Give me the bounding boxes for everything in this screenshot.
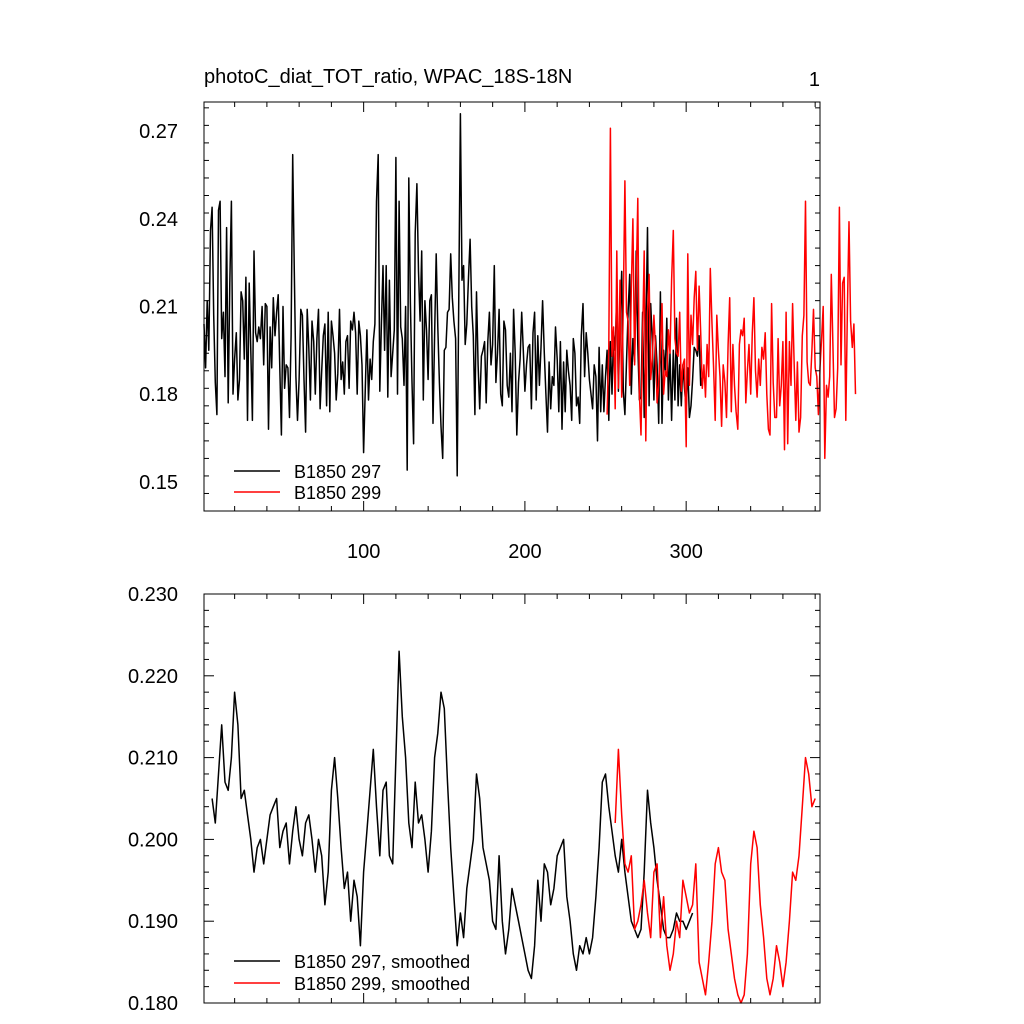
bottom-y-tick-label: 0.230	[128, 584, 178, 606]
bottom-y-tick-label: 0.220	[128, 666, 178, 688]
top-y-tick-label: 0.18	[139, 384, 178, 406]
top-y-tick-label: 0.21	[139, 297, 178, 319]
legend-label-b1850-297: B1850 297	[294, 462, 381, 482]
top-panel: photoC_diat_TOT_ratio, WPAC_18S-18N 1 0.…	[139, 66, 857, 563]
bottom-panel-legend: B1850 297, smoothed B1850 299, smoothed	[234, 952, 470, 994]
top-x-tick-label: 200	[508, 541, 541, 563]
bottom-panel-ticks: 0.180 0.190 0.200 0.210 0.220 0.230	[128, 584, 820, 1015]
bottom-series-line-b1850-299-smoothed	[614, 748, 816, 1004]
bottom-panel: 0.180 0.190 0.200 0.210 0.220 0.230 B1850 297…	[128, 584, 821, 1015]
legend-label-b1850-299: B1850 299	[294, 483, 381, 503]
top-panel-title: photoC_diat_TOT_ratio, WPAC_18S-18N	[204, 66, 572, 88]
top-x-tick-label: 100	[347, 541, 380, 563]
bottom-series-line-b1850-297-smoothed	[211, 650, 694, 980]
top-y-tick-label: 0.27	[139, 121, 178, 143]
top-series-line-b1850-299	[606, 127, 857, 460]
legend-label-b1850-299-smoothed: B1850 299, smoothed	[294, 974, 470, 994]
bottom-y-tick-label: 0.200	[128, 829, 178, 851]
top-panel-series-group	[203, 112, 857, 477]
top-y-tick-label: 0.15	[139, 472, 178, 494]
top-panel-frame	[203, 101, 821, 512]
top-panel-legend: B1850 297 B1850 299	[234, 462, 381, 503]
top-y-tick-label: 0.24	[139, 209, 178, 231]
bottom-y-tick-label: 0.210	[128, 748, 178, 770]
top-panel-corner-label: 1	[809, 69, 820, 91]
bottom-y-tick-label: 0.180	[128, 993, 178, 1015]
top-x-tick-label: 300	[669, 541, 702, 563]
top-series-line-b1850-297	[203, 112, 704, 477]
legend-label-b1850-297-smoothed: B1850 297, smoothed	[294, 952, 470, 972]
top-panel-ticks: 0.15 0.18 0.21 0.24 0.27 100 200 300	[139, 102, 820, 563]
bottom-panel-series-group	[211, 650, 816, 1004]
bottom-panel-frame	[203, 593, 821, 1004]
bottom-y-tick-label: 0.190	[128, 911, 178, 933]
